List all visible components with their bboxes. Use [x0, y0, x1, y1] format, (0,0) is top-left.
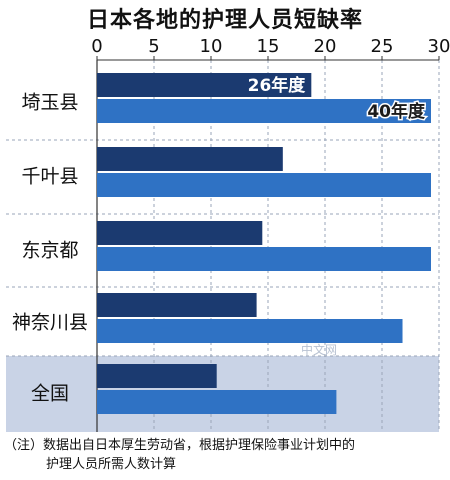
x-tick-label: 10 — [200, 36, 223, 57]
category-label: 全国 — [31, 383, 69, 405]
bar-fy40 — [97, 319, 403, 343]
bar-fy26 — [97, 364, 217, 388]
x-tick-label: 0 — [91, 36, 102, 57]
x-tick-label: 30 — [428, 36, 450, 57]
category-label: 东京都 — [21, 240, 78, 262]
bar-fy26 — [97, 73, 312, 97]
x-tick-label: 15 — [257, 36, 280, 57]
bar-fy40 — [97, 247, 431, 271]
category-label: 千叶县 — [21, 166, 78, 188]
x-tick-label: 25 — [371, 36, 394, 57]
series-label-fy26: 26年度 — [248, 75, 307, 96]
bar-fy40 — [97, 173, 431, 197]
bar-fy26 — [97, 293, 257, 317]
bar-fy26 — [97, 221, 263, 245]
x-tick-label: 5 — [148, 36, 159, 57]
chart-title: 日本各地的护理人员短缺率 — [86, 8, 363, 33]
bar-fy40 — [97, 390, 337, 414]
category-label: 神奈川县 — [12, 312, 88, 334]
watermark-text: 中文网 — [301, 342, 337, 357]
series-label-fy40: 40年度 — [367, 101, 426, 122]
category-label: 埼玉县 — [21, 92, 78, 114]
bar-fy26 — [97, 147, 283, 171]
footnote-line-2: 护理人员所需人数计算 — [46, 457, 177, 472]
bar-fy40 — [97, 99, 431, 123]
footnote: （注）数据出自日本厚生劳动省，根据护理保险事业计划中的 护理人员所需人数计算 — [4, 436, 446, 474]
x-tick-label: 20 — [314, 36, 337, 57]
footnote-line-1: （注）数据出自日本厚生劳动省，根据护理保险事业计划中的 — [4, 438, 356, 453]
